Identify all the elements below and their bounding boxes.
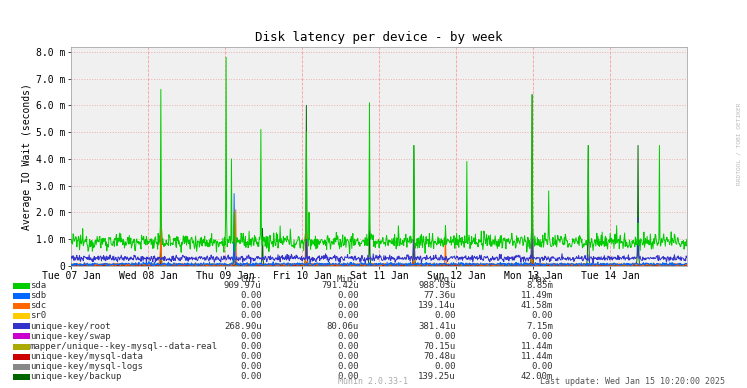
- Text: 0.00: 0.00: [337, 352, 359, 361]
- Text: 41.58m: 41.58m: [521, 301, 553, 310]
- Text: 0.00: 0.00: [337, 301, 359, 310]
- Text: 70.15u: 70.15u: [424, 342, 456, 351]
- Title: Disk latency per device - by week: Disk latency per device - by week: [255, 31, 503, 44]
- Text: RRDTOOL / TOBI OETIKER: RRDTOOL / TOBI OETIKER: [737, 102, 742, 185]
- FancyBboxPatch shape: [13, 303, 30, 309]
- Text: unique-key/swap: unique-key/swap: [30, 332, 111, 341]
- Text: unique-key/backup: unique-key/backup: [30, 372, 121, 381]
- Text: 11.44m: 11.44m: [521, 342, 553, 351]
- Text: 0.00: 0.00: [240, 362, 261, 371]
- FancyBboxPatch shape: [13, 333, 30, 340]
- FancyBboxPatch shape: [13, 313, 30, 319]
- Text: 7.15m: 7.15m: [526, 322, 553, 331]
- FancyBboxPatch shape: [13, 343, 30, 350]
- Text: 0.00: 0.00: [337, 362, 359, 371]
- Text: Min:: Min:: [337, 275, 359, 284]
- Text: 0.00: 0.00: [337, 291, 359, 300]
- FancyBboxPatch shape: [13, 354, 30, 360]
- Text: 139.14u: 139.14u: [418, 301, 456, 310]
- Text: 0.00: 0.00: [240, 352, 261, 361]
- Text: 0.00: 0.00: [434, 362, 456, 371]
- Text: unique-key/mysql-logs: unique-key/mysql-logs: [30, 362, 143, 371]
- Text: sdb: sdb: [30, 291, 46, 300]
- Text: 0.00: 0.00: [531, 312, 553, 320]
- Text: Last update: Wed Jan 15 10:20:00 2025: Last update: Wed Jan 15 10:20:00 2025: [539, 377, 725, 386]
- Text: 77.36u: 77.36u: [424, 291, 456, 300]
- Text: 11.44m: 11.44m: [521, 352, 553, 361]
- Text: 80.06u: 80.06u: [326, 322, 359, 331]
- Text: 791.42u: 791.42u: [321, 281, 359, 290]
- Text: 0.00: 0.00: [337, 372, 359, 381]
- Text: 0.00: 0.00: [337, 312, 359, 320]
- Text: 0.00: 0.00: [240, 372, 261, 381]
- Text: sdc: sdc: [30, 301, 46, 310]
- Text: 0.00: 0.00: [240, 291, 261, 300]
- Text: 0.00: 0.00: [531, 332, 553, 341]
- Text: 0.00: 0.00: [240, 342, 261, 351]
- Text: 139.25u: 139.25u: [418, 372, 456, 381]
- FancyBboxPatch shape: [13, 293, 30, 299]
- Text: 0.00: 0.00: [240, 312, 261, 320]
- Text: 0.00: 0.00: [240, 301, 261, 310]
- Text: mapper/unique--key-mysql--data-real: mapper/unique--key-mysql--data-real: [30, 342, 218, 351]
- Text: 0.00: 0.00: [240, 332, 261, 341]
- Text: Max:: Max:: [531, 275, 553, 284]
- Text: 0.00: 0.00: [337, 342, 359, 351]
- Text: 909.97u: 909.97u: [224, 281, 261, 290]
- Text: sr0: sr0: [30, 312, 46, 320]
- Text: 42.00m: 42.00m: [521, 372, 553, 381]
- Y-axis label: Average IO Wait (seconds): Average IO Wait (seconds): [22, 83, 32, 230]
- FancyBboxPatch shape: [13, 323, 30, 329]
- FancyBboxPatch shape: [13, 374, 30, 380]
- Text: 70.48u: 70.48u: [424, 352, 456, 361]
- Text: 381.41u: 381.41u: [418, 322, 456, 331]
- Text: 8.85m: 8.85m: [526, 281, 553, 290]
- Text: unique-key/mysql-data: unique-key/mysql-data: [30, 352, 143, 361]
- Text: sda: sda: [30, 281, 46, 290]
- Text: Munin 2.0.33-1: Munin 2.0.33-1: [338, 377, 409, 386]
- Text: 0.00: 0.00: [434, 332, 456, 341]
- Text: 0.00: 0.00: [434, 312, 456, 320]
- Text: Cur:: Cur:: [240, 275, 261, 284]
- Text: unique-key/root: unique-key/root: [30, 322, 111, 331]
- FancyBboxPatch shape: [13, 283, 30, 289]
- Text: 0.00: 0.00: [337, 332, 359, 341]
- Text: 268.90u: 268.90u: [224, 322, 261, 331]
- Text: 0.00: 0.00: [531, 362, 553, 371]
- FancyBboxPatch shape: [13, 364, 30, 370]
- Text: 988.03u: 988.03u: [418, 281, 456, 290]
- Text: 11.49m: 11.49m: [521, 291, 553, 300]
- Text: Avg:: Avg:: [434, 275, 456, 284]
